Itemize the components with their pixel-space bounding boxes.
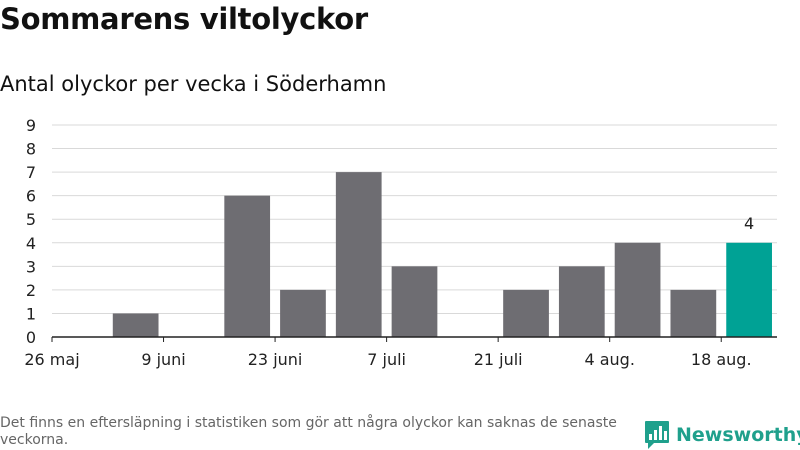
chart-subtitle: Antal olyckor per vecka i Söderhamn	[0, 72, 387, 96]
bar-chart-speech-icon	[645, 421, 669, 449]
bar	[280, 289, 326, 337]
bar	[503, 289, 549, 337]
bar	[391, 266, 438, 337]
brand-name: Newsworthy	[676, 424, 800, 446]
data-label: 4	[744, 214, 754, 233]
bar	[335, 172, 382, 337]
bar	[614, 242, 661, 337]
chart-title: Sommarens viltolyckor	[0, 2, 368, 36]
y-tick-label: 1	[26, 304, 36, 323]
x-tick-label: 4 aug.	[584, 350, 634, 369]
bar	[670, 289, 717, 337]
x-tick-label: 9 juni	[141, 350, 185, 369]
bar	[112, 313, 159, 337]
bar	[558, 266, 605, 337]
y-tick-label: 6	[26, 187, 36, 206]
x-tick-label: 7 juli	[367, 350, 406, 369]
bar-chart: 0 1 2 3 4 5 6 7 8 9 4 26 maj 9 juni 23 juni 7 juli 21 j…	[24, 116, 777, 369]
y-tick-label: 8	[26, 140, 36, 159]
y-tick-label: 2	[26, 281, 36, 300]
bar-highlight	[726, 242, 772, 337]
y-tick-label: 0	[26, 328, 36, 347]
x-tick-label: 21 juli	[474, 350, 523, 369]
y-tick-label: 9	[26, 116, 36, 135]
x-tick-label: 23 juni	[248, 350, 303, 369]
bar	[224, 195, 271, 337]
y-tick-label: 4	[26, 234, 36, 253]
brand-logo[interactable]: Newsworthy	[644, 420, 800, 450]
y-tick-label: 3	[26, 257, 36, 276]
x-tick-label: 26 maj	[24, 350, 79, 369]
y-tick-label: 5	[26, 210, 36, 229]
y-tick-label: 7	[26, 163, 36, 182]
footnote: Det finns en eftersläpning i statistiken…	[0, 415, 617, 448]
x-tick-label: 18 aug.	[691, 350, 752, 369]
